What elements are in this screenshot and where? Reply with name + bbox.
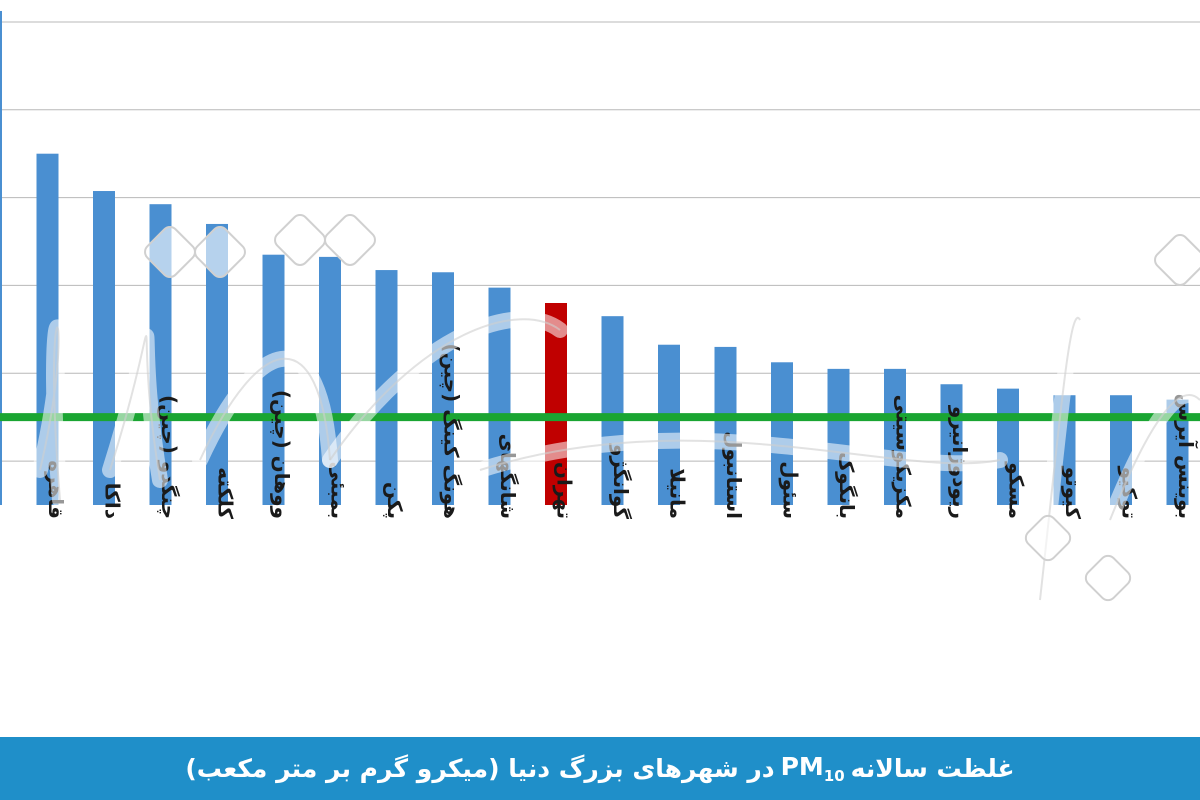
bar	[36, 153, 59, 505]
category-label: بوینس آیرس	[1174, 394, 1199, 519]
category-label: ووهان (چین)	[269, 390, 294, 519]
bar	[375, 270, 398, 505]
category-label: تهران	[553, 462, 577, 519]
category-label: گوانگژو	[609, 443, 633, 519]
caption-pm: PM10	[781, 752, 845, 785]
category-label: استانبول	[722, 431, 746, 519]
category-label: توکیو	[1118, 466, 1142, 519]
category-label: مانیلا	[666, 468, 690, 519]
category-label: مسکو	[1005, 461, 1029, 519]
category-label: بانگوک	[835, 452, 859, 519]
category-label: چنگدو (چین)	[156, 395, 181, 519]
chart-caption: غلظت سالانه PM10 در شهرهای بزرگ دنیا (می…	[0, 737, 1200, 800]
category-label: شانگهای	[496, 434, 520, 519]
category-label: قاهره	[44, 460, 68, 519]
category-label: پکن	[382, 482, 407, 519]
category-label: کیوتو	[1061, 466, 1085, 520]
caption-pm-sub: 10	[823, 767, 845, 785]
category-label: مکزیکوسیتی	[892, 395, 916, 519]
bar	[93, 191, 115, 506]
category-label: کلکته	[214, 467, 238, 519]
category-label: سئول	[779, 461, 803, 519]
bar	[206, 223, 228, 505]
category-label: ریودوژانیرو	[948, 405, 972, 519]
category-label: هونگ کینگ (چین)	[439, 343, 464, 519]
category-label: بمبئی	[327, 462, 351, 519]
bar-chart: قاهره داکا چنگدو (چین) کلکته ووهان (چین) بمبئ…	[0, 10, 1200, 520]
caption-pm-text: PM	[780, 752, 824, 781]
caption-before: غلظت سالانه	[850, 754, 1015, 783]
caption-after: در شهرهای بزرگ دنیا (میکرو گرم بر متر مک…	[185, 754, 775, 783]
category-label: داکا	[101, 483, 125, 519]
bar	[0, 10, 2, 505]
